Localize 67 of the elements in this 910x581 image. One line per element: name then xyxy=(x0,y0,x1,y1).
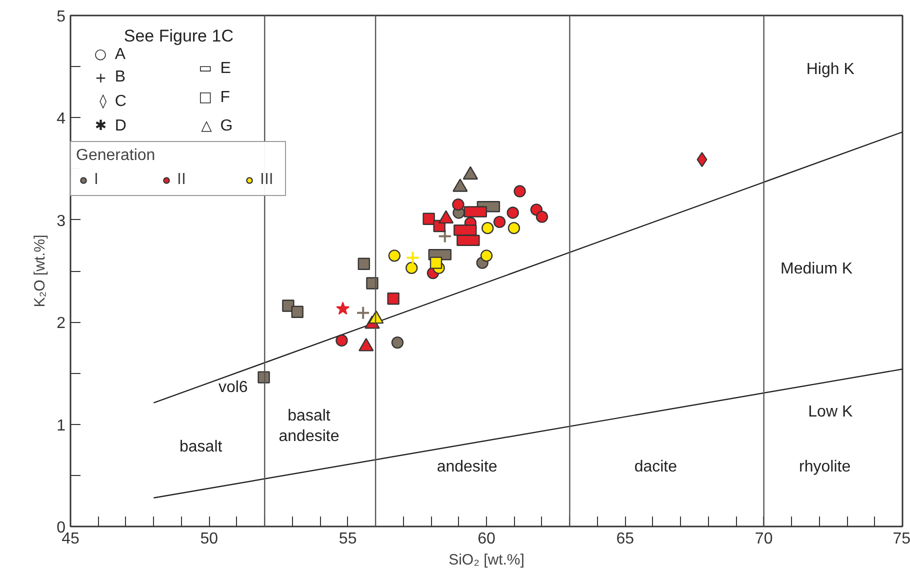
annotation: ▭ xyxy=(198,60,212,77)
point xyxy=(696,152,708,168)
x-tick-label: 50 xyxy=(200,530,218,548)
legend-label: II xyxy=(177,171,187,189)
point xyxy=(452,198,464,211)
point xyxy=(388,250,401,262)
annotation: △ xyxy=(201,118,212,134)
annotation: basalt andesite xyxy=(278,408,340,446)
y-tick-label: 5 xyxy=(56,8,66,26)
annotation: E xyxy=(220,60,231,78)
annotation: andesite xyxy=(436,458,498,476)
x-tick-label: 55 xyxy=(338,530,357,548)
annotation: High K xyxy=(806,61,855,78)
point xyxy=(291,306,304,318)
y-tick-label: 3 xyxy=(56,212,66,230)
point xyxy=(406,250,420,265)
point xyxy=(336,334,348,347)
point xyxy=(336,302,350,315)
point xyxy=(508,222,520,234)
point xyxy=(387,292,400,305)
point xyxy=(366,277,378,290)
annotation: □ xyxy=(198,89,212,106)
annotation: D xyxy=(114,117,126,134)
annotation: basalt xyxy=(180,438,223,456)
y-tick-label: 2 xyxy=(56,315,66,332)
point xyxy=(391,336,404,349)
point xyxy=(282,300,294,312)
point xyxy=(430,256,442,269)
x-tick-label: 75 xyxy=(892,530,910,548)
annotation: Medium K xyxy=(780,260,853,278)
y-tick-label: 0 xyxy=(56,520,66,536)
annotation: See Figure 1C xyxy=(124,26,234,46)
point xyxy=(506,206,519,219)
annotation: ○ xyxy=(94,46,107,62)
annotation: vol6 xyxy=(218,378,248,396)
annotation: C xyxy=(114,92,126,110)
x-axis-title: SiO₂ [wt.%] xyxy=(448,552,524,568)
annotation: rhyolite xyxy=(799,458,851,476)
point xyxy=(536,210,548,223)
annotation: ✱ xyxy=(94,118,107,134)
point xyxy=(422,212,435,225)
point xyxy=(358,258,370,270)
y-tick-label: 4 xyxy=(56,110,66,128)
point xyxy=(356,306,370,320)
point xyxy=(482,222,494,234)
annotation: ◊ xyxy=(100,93,107,110)
annotation: dacite xyxy=(634,458,678,476)
annotation: F xyxy=(220,88,230,106)
annotation: B xyxy=(114,68,126,86)
annotation: G xyxy=(220,117,233,134)
point xyxy=(493,216,506,228)
point xyxy=(258,371,270,384)
point xyxy=(406,262,418,274)
annotation: A xyxy=(114,46,126,63)
annotation: + xyxy=(94,70,107,86)
x-tick-label: 60 xyxy=(478,530,496,548)
point xyxy=(438,229,452,244)
legend-label: I xyxy=(94,171,100,189)
x-tick-label: 65 xyxy=(616,530,634,548)
y-axis-title: K₂O [wt.%] xyxy=(32,234,49,308)
annotation: Low K xyxy=(808,404,853,421)
y-tick-label: 1 xyxy=(56,417,66,434)
x-tick-label: 70 xyxy=(754,530,773,548)
legend-label: III xyxy=(260,171,274,189)
point xyxy=(514,185,526,198)
legend-title: Generation xyxy=(76,147,156,165)
point xyxy=(480,250,493,262)
